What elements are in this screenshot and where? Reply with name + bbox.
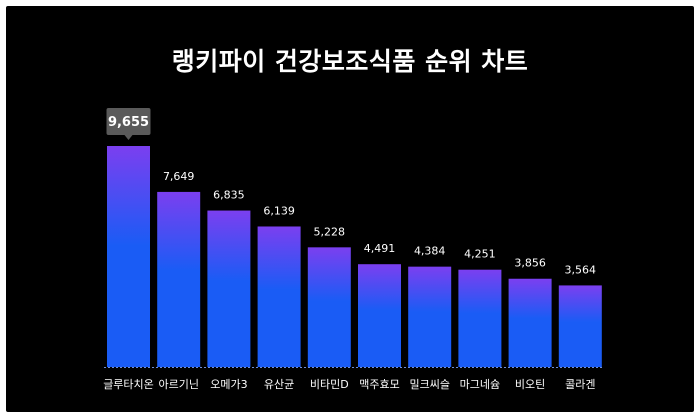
chart-title: 랭키파이 건강보조식품 순위 차트 bbox=[171, 47, 529, 76]
category-label: 오메가3 bbox=[210, 378, 247, 391]
value-tooltip bbox=[106, 108, 151, 135]
value-label: 9,655 bbox=[108, 115, 149, 130]
category-label: 비오틴 bbox=[515, 378, 545, 391]
category-label: 글루타치온 bbox=[103, 378, 154, 391]
category-label: 유산균 bbox=[264, 378, 294, 391]
value-label: 3,564 bbox=[565, 263, 597, 276]
value-label: 3,856 bbox=[514, 257, 546, 270]
bar[interactable] bbox=[207, 210, 251, 367]
category-label: 맥주효모 bbox=[359, 378, 399, 391]
tooltip-pointer bbox=[124, 135, 133, 140]
value-label: 4,251 bbox=[464, 248, 496, 261]
bar[interactable] bbox=[558, 285, 602, 367]
bar[interactable] bbox=[408, 266, 452, 367]
category-label: 아르기닌 bbox=[158, 378, 198, 391]
category-label: 마그네슘 bbox=[460, 378, 500, 391]
value-label: 5,228 bbox=[314, 225, 346, 238]
bar[interactable] bbox=[358, 264, 401, 367]
bar[interactable] bbox=[307, 247, 351, 367]
value-label: 4,491 bbox=[364, 242, 396, 255]
value-label: 7,649 bbox=[163, 170, 195, 183]
category-label: 비타민D bbox=[310, 378, 349, 391]
category-label: 밀크씨슬 bbox=[409, 378, 449, 391]
value-label: 6,835 bbox=[213, 189, 245, 202]
category-label: 콜라겐 bbox=[565, 378, 595, 391]
bar[interactable] bbox=[107, 146, 150, 367]
bar[interactable] bbox=[257, 226, 301, 367]
value-label: 6,139 bbox=[263, 204, 295, 217]
bar[interactable] bbox=[458, 269, 502, 367]
bar[interactable] bbox=[508, 278, 552, 367]
value-label: 4,384 bbox=[414, 245, 446, 258]
bar[interactable] bbox=[157, 191, 201, 367]
